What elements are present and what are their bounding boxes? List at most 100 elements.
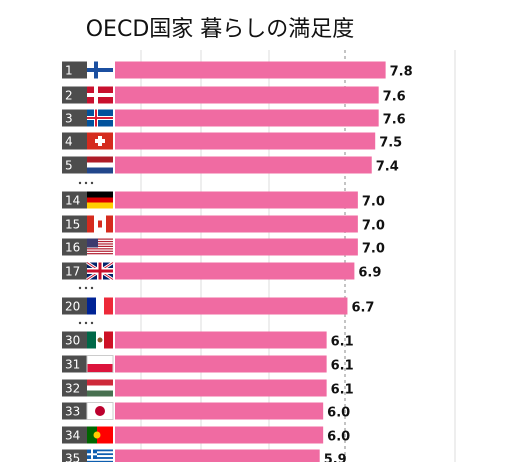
rank-label: 1 (65, 64, 73, 78)
bar (115, 379, 327, 397)
bar (115, 297, 348, 315)
flag-part (98, 220, 102, 228)
flag-part (87, 355, 113, 364)
flag-part (87, 240, 113, 243)
rank-box (62, 379, 87, 397)
rank-box (62, 402, 87, 420)
flag-part (87, 202, 113, 209)
value-label: 7.8 (390, 65, 413, 80)
bar (115, 61, 386, 79)
value-label: 6.0 (327, 406, 350, 421)
flag-part (87, 364, 113, 373)
value-label: 7.0 (362, 219, 385, 234)
value-label: 7.0 (362, 195, 385, 210)
flag-part (87, 245, 113, 248)
flag (87, 61, 113, 79)
flag (87, 109, 113, 127)
flag-part (95, 139, 105, 143)
rank-label: 20 (65, 300, 80, 314)
rank-box (62, 109, 87, 127)
rank-box (62, 262, 87, 280)
flag-part (87, 238, 98, 248)
flag-part (87, 253, 113, 255)
value-label: 5.9 (324, 453, 347, 462)
flag (86, 261, 114, 281)
flag-part (87, 453, 113, 456)
flag-part (87, 453, 97, 456)
flag-part (87, 297, 96, 315)
rank-label: 15 (65, 218, 80, 232)
flag-part (87, 451, 113, 454)
rank-label: 14 (65, 194, 80, 208)
flag-part (96, 297, 104, 315)
rank-box (62, 61, 87, 79)
rank-box (62, 156, 87, 174)
value-label: 7.4 (376, 160, 399, 175)
bar (115, 156, 372, 174)
flag-part (87, 243, 113, 245)
rank-box (62, 191, 87, 209)
flag-part (87, 167, 113, 174)
flag-part (87, 238, 113, 240)
flag (87, 191, 113, 209)
flag-part (87, 385, 113, 391)
rank-label: 5 (65, 159, 73, 173)
flag (87, 297, 113, 315)
rank-label: 31 (65, 358, 80, 372)
rank-box (62, 426, 87, 444)
rank-label: 33 (65, 405, 80, 419)
flag-part (87, 457, 113, 459)
flag-part (87, 331, 96, 349)
flag-part (87, 379, 113, 386)
rank-box (62, 331, 87, 349)
flag-part (87, 455, 113, 458)
flag-part (87, 250, 113, 252)
rank-label: 32 (65, 382, 80, 396)
bar (115, 191, 358, 209)
flag (87, 238, 113, 255)
flag-part (86, 402, 114, 420)
flag-part (95, 406, 105, 416)
flag-part (87, 197, 113, 203)
flag (87, 86, 113, 104)
rank-box (62, 238, 87, 256)
bar (115, 331, 327, 349)
flag-part (87, 248, 113, 250)
flag (87, 156, 113, 174)
flag-part (87, 162, 113, 168)
value-label: 6.9 (358, 266, 381, 281)
rank-label: 34 (65, 429, 80, 443)
bar (115, 215, 358, 233)
rank-label: 16 (65, 241, 80, 255)
flag (86, 355, 114, 373)
rank-label: 35 (65, 452, 80, 462)
flag (87, 331, 113, 349)
bar (115, 86, 379, 104)
value-label: 7.5 (379, 136, 402, 151)
value-label: 6.1 (331, 335, 354, 350)
flag-part (87, 390, 113, 397)
chart-title: OECD国家 暮らしの満足度 (86, 17, 355, 42)
bar (115, 449, 320, 462)
flag-part (93, 431, 101, 439)
rank-label: 30 (65, 334, 80, 348)
flag-part (87, 458, 113, 461)
flag-part (104, 331, 113, 349)
rank-box (62, 297, 87, 315)
flag (87, 132, 113, 150)
flag-part (87, 269, 113, 273)
flag-part (87, 117, 113, 119)
flag-part (87, 156, 113, 163)
rank-label: 2 (65, 89, 73, 103)
bar (115, 238, 358, 256)
rank-box (62, 449, 87, 462)
flag-part (97, 337, 103, 343)
flag-part (86, 355, 114, 373)
value-label: 7.0 (362, 242, 385, 257)
rank-label: 4 (65, 135, 73, 149)
flag-part (87, 191, 113, 198)
rank-box (62, 355, 87, 373)
flag-part (97, 426, 113, 444)
rank-box (62, 132, 87, 150)
